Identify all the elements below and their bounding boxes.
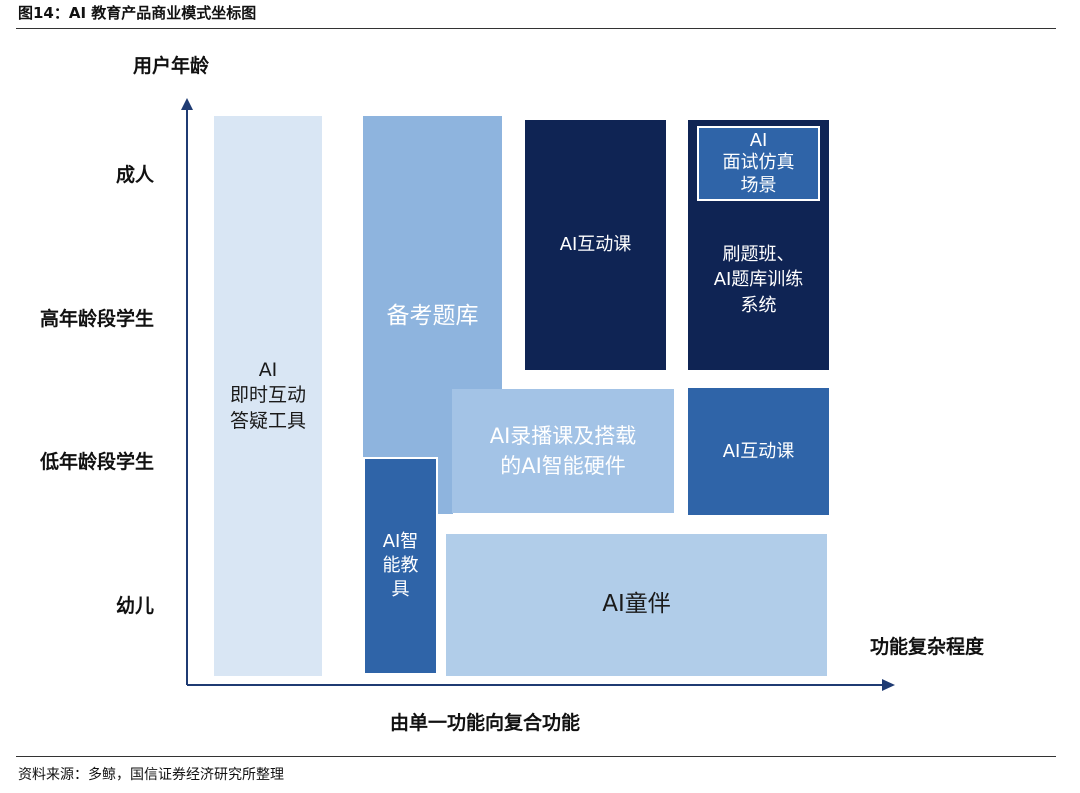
- block-ai-teaching-aid: AI智 能教 具: [363, 457, 438, 675]
- block-instant-qa-tool: AI 即时互动 答疑工具: [214, 116, 322, 676]
- y-axis-title: 用户年龄: [133, 55, 210, 77]
- top-divider: [16, 28, 1056, 29]
- block-ai-interactive-course-junior: AI互动课: [688, 388, 829, 515]
- source-note: 资料来源：多鲸，国信证券经济研究所整理: [18, 767, 284, 783]
- y-axis-arrow-icon: [181, 98, 193, 110]
- y-tick-senior-student: 高年龄段学生: [39, 308, 154, 330]
- figure-title: 图14：AI 教育产品商业模式坐标图: [18, 4, 257, 22]
- x-axis-title: 功能复杂程度: [870, 636, 985, 658]
- bottom-divider: [16, 756, 1056, 757]
- block-ai-interview-simulation: AI 面试仿真 场景: [697, 126, 820, 201]
- x-axis-arrow-icon: [882, 679, 895, 691]
- block-ai-interactive-course-adult: AI互动课: [525, 120, 666, 370]
- block-ai-child-companion: AI童伴: [446, 534, 827, 676]
- block-recorded-course-hardware: AI录播课及搭载 的AI智能硬件: [452, 389, 674, 513]
- y-tick-toddler: 幼儿: [115, 595, 154, 617]
- y-tick-adult: 成人: [115, 164, 154, 186]
- block-exam-question-bank-extension: [437, 456, 453, 514]
- x-axis-caption: 由单一功能向复合功能: [390, 712, 581, 734]
- y-tick-junior-student: 低年龄段学生: [39, 451, 154, 473]
